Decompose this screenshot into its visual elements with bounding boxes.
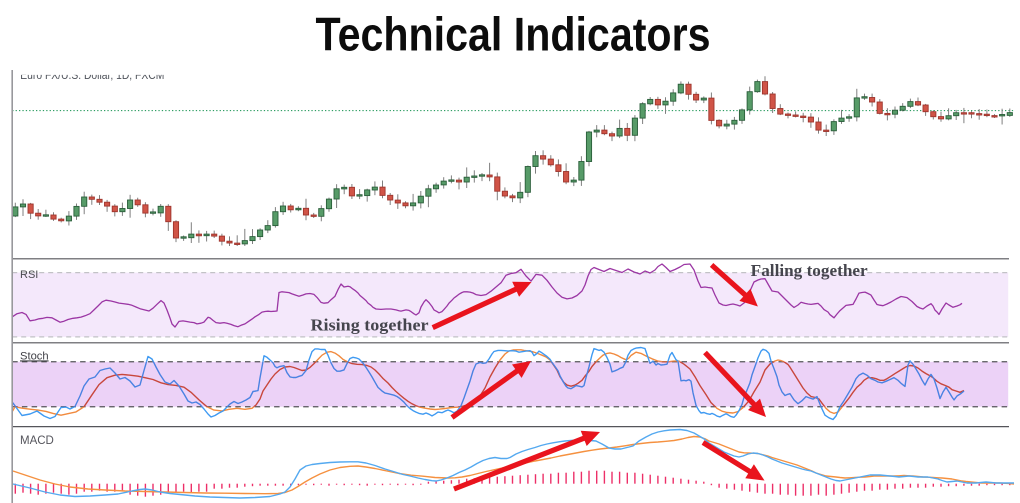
svg-text:Euro FX/U.S. Dollar, 1D, FXCM: Euro FX/U.S. Dollar, 1D, FXCM <box>20 68 164 82</box>
svg-text:Falling together: Falling together <box>751 261 868 280</box>
svg-text:Technical Indicators: Technical Indicators <box>316 7 711 60</box>
svg-text:Stoch: Stoch <box>20 350 49 362</box>
svg-text:MACD: MACD <box>20 435 54 447</box>
svg-text:Rising together: Rising together <box>311 316 429 335</box>
svg-text:RSI: RSI <box>20 269 38 281</box>
